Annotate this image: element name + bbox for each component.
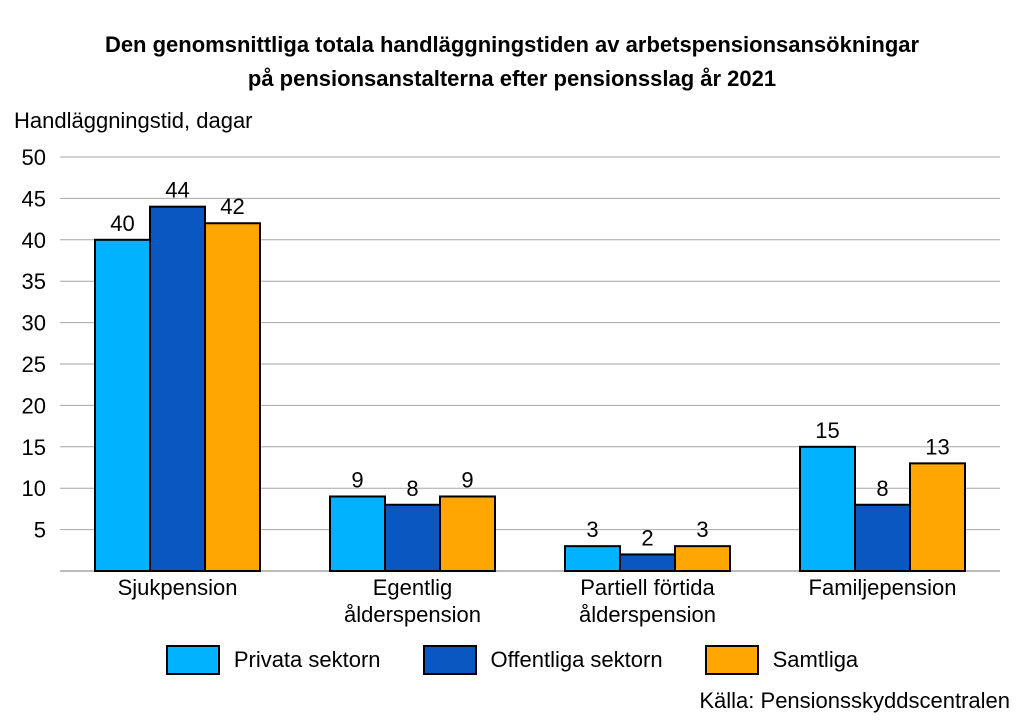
data-label-2-2: 3 (696, 517, 708, 542)
data-label-3-0: 15 (815, 418, 839, 443)
legend-swatch-samtliga (704, 645, 759, 675)
legend-item-privata: Privata sektorn (165, 645, 381, 675)
legend-swatch-offentliga (422, 645, 477, 675)
bar-3-0 (799, 445, 856, 572)
y-tick-label-20: 20 (22, 393, 46, 418)
y-axis-label: Handläggningstid, dagar (14, 108, 253, 133)
chart-title-line-1: Den genomsnittliga totala handläggningst… (104, 32, 920, 57)
y-tick-label-30: 30 (22, 311, 46, 336)
x-tick-label-2-0: Partiell förtida (580, 575, 715, 600)
bar-1-1 (384, 503, 441, 573)
data-label-0-2: 42 (220, 194, 244, 219)
bar-0-1 (149, 205, 206, 572)
bar-1-2 (439, 495, 496, 573)
data-label-1-1: 8 (406, 476, 418, 501)
bar-2-2 (674, 545, 731, 572)
x-tick-label-1-1: ålderspension (344, 602, 481, 627)
bar-0-0 (94, 238, 151, 573)
y-tick-label-40: 40 (22, 228, 46, 253)
legend-swatch-privata (165, 645, 220, 675)
y-tick-label-50: 50 (22, 145, 46, 170)
chart-title: Den genomsnittliga totala handläggningst… (0, 28, 1024, 96)
bar-0-2 (204, 222, 261, 573)
data-label-2-0: 3 (586, 517, 598, 542)
bar-2-1 (619, 553, 676, 573)
y-tick-label-25: 25 (22, 352, 46, 377)
data-label-0-1: 44 (165, 178, 189, 203)
y-tick-label-15: 15 (22, 435, 46, 460)
chart-title-line-2: på pensionsanstalterna efter pensionssla… (247, 66, 777, 91)
data-label-1-2: 9 (461, 467, 473, 492)
y-tick-label-5: 5 (34, 518, 46, 543)
y-tick-label-10: 10 (22, 476, 46, 501)
data-label-2-1: 2 (641, 525, 653, 550)
data-label-1-0: 9 (351, 467, 363, 492)
data-label-3-1: 8 (876, 476, 888, 501)
y-tick-label-35: 35 (22, 269, 46, 294)
x-tick-label-2-1: ålderspension (579, 602, 716, 627)
legend-label-samtliga: Samtliga (772, 647, 859, 672)
x-tick-label-0-0: Sjukpension (118, 575, 238, 600)
legend-item-samtliga: Samtliga (704, 645, 859, 675)
bar-2-0 (564, 545, 621, 572)
source-note: Källa: Pensionsskyddscentralen (699, 688, 1010, 713)
legend-label-offentliga: Offentliga sektorn (490, 647, 663, 672)
data-label-0-0: 40 (110, 211, 134, 236)
bar-3-1 (854, 503, 911, 573)
y-tick-label-45: 45 (22, 186, 46, 211)
data-label-3-2: 13 (925, 434, 949, 459)
bar-1-0 (329, 495, 386, 573)
legend-item-offentliga: Offentliga sektorn (422, 645, 663, 675)
x-tick-label-3-0: Familjepension (809, 575, 957, 600)
legend-label-privata: Privata sektorn (233, 647, 381, 672)
bar-3-2 (909, 462, 966, 572)
x-tick-label-1-0: Egentlig (373, 575, 453, 600)
legend: Privata sektorn Offentliga sektorn Samtl… (0, 645, 1024, 675)
